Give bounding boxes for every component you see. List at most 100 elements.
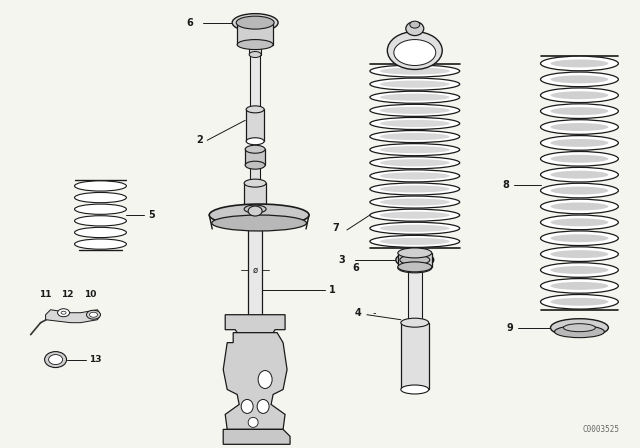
Ellipse shape: [74, 239, 127, 249]
Ellipse shape: [370, 196, 460, 208]
Ellipse shape: [74, 193, 127, 202]
Ellipse shape: [58, 309, 70, 317]
Bar: [246, 109, 264, 141]
Ellipse shape: [550, 107, 609, 115]
Bar: [244, 183, 266, 209]
Bar: [398, 253, 432, 267]
Ellipse shape: [401, 318, 429, 327]
Bar: [250, 165, 260, 183]
Ellipse shape: [550, 319, 609, 336]
Text: 9: 9: [507, 323, 513, 333]
Ellipse shape: [74, 204, 127, 214]
Ellipse shape: [380, 146, 450, 153]
Bar: [245, 149, 265, 165]
Bar: [237, 23, 273, 44]
Bar: [248, 229, 262, 314]
Ellipse shape: [398, 248, 432, 258]
Ellipse shape: [380, 159, 450, 166]
Text: 11: 11: [39, 290, 52, 299]
Ellipse shape: [550, 91, 609, 99]
Ellipse shape: [370, 65, 460, 77]
Ellipse shape: [541, 263, 618, 277]
Polygon shape: [225, 314, 285, 333]
Ellipse shape: [246, 138, 264, 145]
Bar: [401, 323, 429, 389]
Ellipse shape: [74, 227, 127, 237]
Ellipse shape: [550, 266, 609, 274]
Ellipse shape: [380, 133, 450, 140]
Ellipse shape: [541, 151, 618, 166]
Ellipse shape: [396, 252, 434, 268]
Ellipse shape: [550, 171, 609, 179]
Ellipse shape: [387, 32, 442, 69]
Ellipse shape: [209, 204, 309, 226]
Ellipse shape: [541, 72, 618, 86]
Ellipse shape: [554, 326, 604, 338]
Ellipse shape: [244, 205, 266, 213]
Ellipse shape: [400, 255, 430, 265]
Text: 1: 1: [329, 285, 336, 295]
Ellipse shape: [398, 263, 432, 273]
Text: 7: 7: [332, 223, 339, 233]
Ellipse shape: [370, 91, 460, 103]
Ellipse shape: [380, 81, 450, 88]
Ellipse shape: [232, 13, 278, 32]
Ellipse shape: [550, 123, 609, 131]
Ellipse shape: [380, 238, 450, 245]
Text: 12: 12: [61, 290, 74, 299]
Ellipse shape: [244, 179, 266, 187]
Ellipse shape: [541, 279, 618, 293]
Ellipse shape: [380, 172, 450, 180]
Ellipse shape: [245, 161, 265, 169]
Ellipse shape: [541, 88, 618, 103]
Text: 2: 2: [196, 135, 204, 145]
Ellipse shape: [541, 294, 618, 309]
Text: 5: 5: [148, 210, 155, 220]
Ellipse shape: [550, 282, 609, 290]
Text: 13: 13: [90, 355, 102, 364]
Ellipse shape: [370, 78, 460, 90]
Ellipse shape: [550, 60, 609, 68]
Ellipse shape: [380, 185, 450, 193]
Ellipse shape: [380, 211, 450, 219]
Ellipse shape: [541, 183, 618, 198]
Ellipse shape: [380, 224, 450, 232]
Ellipse shape: [541, 215, 618, 230]
Ellipse shape: [90, 312, 97, 317]
Ellipse shape: [370, 130, 460, 142]
Ellipse shape: [380, 198, 450, 206]
Ellipse shape: [550, 218, 609, 226]
Text: ø: ø: [253, 265, 258, 274]
Ellipse shape: [370, 209, 460, 221]
Ellipse shape: [245, 145, 265, 153]
Ellipse shape: [370, 235, 460, 247]
Ellipse shape: [370, 170, 460, 182]
Ellipse shape: [550, 298, 609, 306]
Ellipse shape: [370, 117, 460, 129]
Ellipse shape: [370, 183, 460, 195]
Ellipse shape: [248, 206, 262, 216]
Text: 4: 4: [354, 308, 361, 318]
Ellipse shape: [370, 222, 460, 234]
Ellipse shape: [257, 400, 269, 414]
Text: C0003525: C0003525: [582, 425, 620, 435]
Ellipse shape: [541, 104, 618, 118]
Ellipse shape: [237, 39, 273, 50]
Ellipse shape: [550, 139, 609, 147]
Ellipse shape: [86, 310, 100, 319]
Ellipse shape: [550, 234, 609, 242]
Ellipse shape: [380, 107, 450, 114]
Ellipse shape: [74, 181, 127, 191]
Ellipse shape: [550, 187, 609, 194]
Ellipse shape: [249, 52, 261, 57]
Ellipse shape: [380, 94, 450, 101]
Polygon shape: [45, 310, 100, 323]
Ellipse shape: [241, 400, 253, 414]
Ellipse shape: [550, 202, 609, 211]
Ellipse shape: [212, 215, 307, 231]
Text: 6: 6: [352, 263, 359, 273]
Ellipse shape: [541, 120, 618, 134]
Bar: [408, 268, 422, 323]
Ellipse shape: [550, 75, 609, 83]
Text: 10: 10: [84, 290, 97, 299]
